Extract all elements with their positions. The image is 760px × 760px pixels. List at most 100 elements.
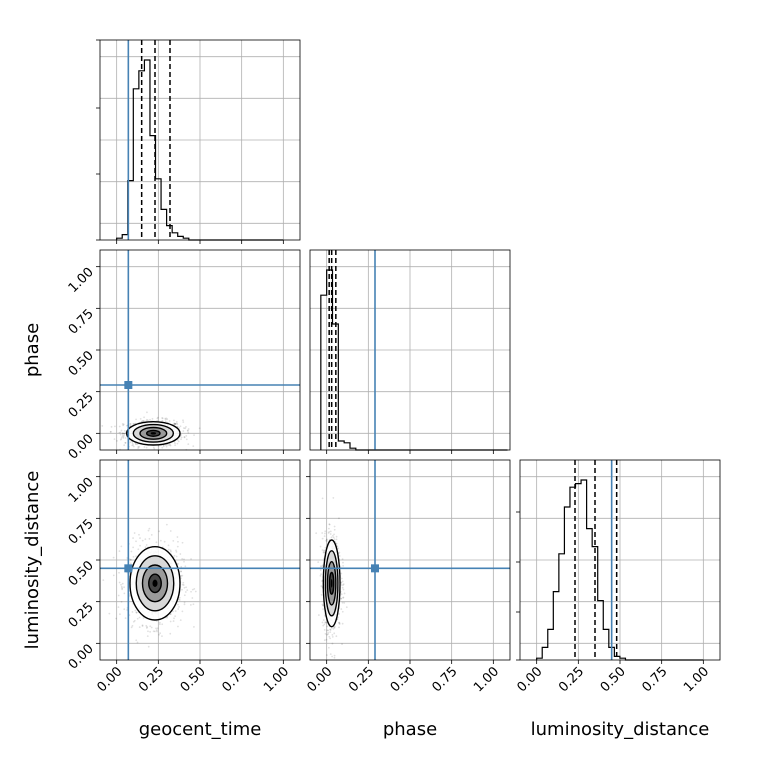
sample-point <box>335 542 338 545</box>
sample-point <box>178 426 181 429</box>
sample-point <box>342 596 345 599</box>
sample-point <box>340 584 343 586</box>
contour-peak <box>152 579 158 587</box>
sample-point <box>321 621 324 624</box>
sample-point <box>148 537 151 540</box>
sample-point <box>138 626 141 629</box>
sample-point <box>159 539 162 542</box>
sample-point <box>183 558 185 561</box>
sample-point <box>156 627 159 630</box>
sample-point <box>169 444 172 447</box>
sample-point <box>157 416 159 419</box>
sample-point <box>120 545 123 548</box>
y-axis-label-luminosity-distance: luminosity_distance <box>22 471 43 650</box>
sample-point <box>143 416 145 419</box>
sample-point <box>122 424 124 427</box>
x-tick-label: 0.75 <box>429 664 460 695</box>
contour-panel-geocent-time-vs-luminosity-distance: 0.00 0.25 0.50 0.75 1.00 0.00 0.25 0.50 0.75 1.00 <box>66 459 301 695</box>
sample-point <box>119 433 122 436</box>
sample-point <box>117 606 120 608</box>
sample-point <box>180 570 182 573</box>
sample-point <box>182 584 185 586</box>
sample-point <box>120 583 122 586</box>
sample-point <box>112 574 115 577</box>
sample-point <box>147 529 150 532</box>
sample-point <box>320 593 323 596</box>
sample-point <box>178 599 181 601</box>
sample-point <box>325 539 328 542</box>
sample-point <box>191 588 194 591</box>
y-tick-label: 0.75 <box>66 307 97 338</box>
sample-point <box>338 623 341 625</box>
sample-point <box>333 632 336 635</box>
x-axis-label-phase: phase <box>383 719 437 740</box>
sample-point <box>102 579 105 582</box>
sample-point <box>183 603 186 606</box>
sample-point <box>124 442 127 444</box>
sample-point <box>329 533 332 535</box>
sample-point <box>169 530 172 532</box>
sample-point <box>341 610 344 613</box>
sample-point <box>169 549 172 552</box>
sample-point <box>121 587 124 590</box>
sample-point <box>129 558 132 561</box>
sample-point <box>175 422 178 425</box>
sample-point <box>340 582 343 584</box>
sample-point <box>327 629 330 632</box>
sample-point <box>175 555 178 558</box>
sample-point <box>322 550 325 553</box>
sample-point <box>165 445 168 448</box>
sample-point <box>169 620 172 623</box>
sample-point <box>118 425 121 428</box>
sample-point <box>323 623 326 626</box>
sample-point <box>180 436 183 439</box>
sample-point <box>135 611 138 614</box>
sample-point <box>185 586 188 589</box>
sample-point <box>341 580 344 583</box>
sample-point <box>174 444 177 447</box>
sample-point <box>152 446 155 449</box>
sample-point <box>146 626 149 628</box>
sample-point <box>194 590 197 593</box>
sample-point <box>315 532 318 535</box>
sample-point <box>333 626 336 629</box>
sample-point <box>169 632 172 635</box>
x-axis-label-luminosity-distance: luminosity_distance <box>531 719 710 740</box>
sample-point <box>330 536 333 539</box>
sample-point <box>133 619 136 622</box>
sample-point <box>120 585 123 588</box>
sample-point <box>341 601 344 604</box>
x-tick-label: 0.00 <box>304 664 335 695</box>
sample-point <box>320 585 323 587</box>
sample-point <box>184 591 187 593</box>
sample-point <box>324 621 327 624</box>
sample-point <box>324 546 327 549</box>
sample-point <box>182 430 185 432</box>
sample-point <box>166 444 169 446</box>
sample-point <box>338 621 341 624</box>
x-tick-label: 0.75 <box>639 664 670 695</box>
sample-point <box>176 439 179 441</box>
sample-point <box>169 613 172 616</box>
sample-point <box>328 635 331 638</box>
sample-point <box>345 606 348 609</box>
sample-point <box>321 497 324 500</box>
sample-point <box>338 555 341 557</box>
sample-point <box>116 440 118 442</box>
sample-point <box>179 425 182 428</box>
sample-point <box>341 558 344 561</box>
sample-point <box>176 423 179 426</box>
sample-point <box>333 538 336 540</box>
sample-point <box>135 443 138 446</box>
sample-point <box>190 558 192 560</box>
sample-point <box>326 625 329 628</box>
sample-point <box>162 445 165 448</box>
sample-point <box>118 431 121 434</box>
sample-point <box>181 541 184 544</box>
sample-point <box>169 443 172 446</box>
sample-point <box>109 430 112 433</box>
sample-point <box>332 536 335 539</box>
sample-point <box>161 446 164 449</box>
x-axis-label-geocent-time: geocent_time <box>139 719 262 740</box>
